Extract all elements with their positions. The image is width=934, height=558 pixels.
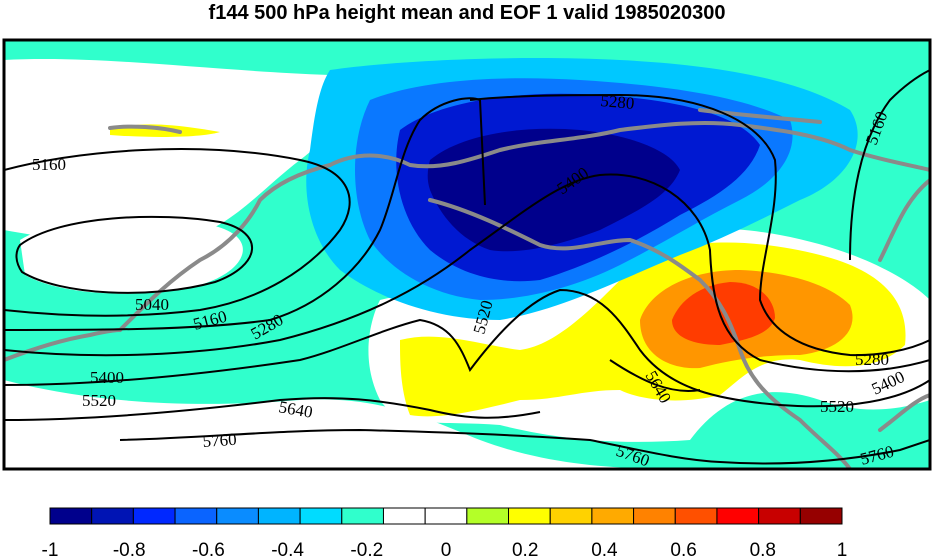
contour-5520-mid — [4, 288, 930, 408]
contour-5640-east — [609, 359, 701, 392]
colorbar-tick-label: -0.8 — [113, 540, 146, 558]
colorbar-box — [424, 507, 468, 525]
contour-label-5040: 5040 — [135, 295, 169, 314]
colorbar-box — [174, 507, 218, 525]
shade-neutral-west-box — [20, 218, 243, 294]
contour-label-5520-se: 5520 — [820, 397, 854, 416]
colorbar-box — [216, 507, 259, 525]
colorbar-box — [633, 507, 676, 525]
colorbar-tick-label: 0.2 — [512, 540, 538, 558]
map-title: f144 500 hPa height mean and EOF 1 valid… — [208, 2, 726, 24]
shade-neutral-north — [4, 58, 345, 245]
colorbar-tick-label: -1 — [42, 540, 59, 558]
contour-5040-west — [15, 215, 253, 294]
contour-5280-east — [469, 93, 930, 357]
contour-5160-west — [4, 148, 351, 317]
colorbar-tick-label: 0.8 — [750, 540, 776, 558]
colorbar-box — [591, 507, 635, 525]
colorbar-box — [758, 507, 801, 525]
coastline-nw-islands — [698, 108, 822, 124]
colorbar-box — [799, 507, 843, 525]
colorbar-box — [341, 507, 384, 525]
coastline-east — [878, 178, 930, 262]
contour-label-5520-w: 5520 — [82, 391, 116, 410]
coastline-aleutians — [428, 198, 852, 469]
colorbar-box — [257, 507, 301, 525]
contour-5640 — [4, 397, 541, 421]
colorbar-box — [91, 507, 134, 525]
shade-neutral-south — [4, 380, 700, 469]
colorbar-box — [382, 507, 426, 525]
coastline-north-island — [108, 124, 182, 134]
colorbar-box — [549, 507, 593, 525]
coastline-kamchatka — [118, 163, 332, 332]
contour-5160-east — [849, 69, 930, 261]
colorbar-box — [508, 507, 551, 525]
contour-label-5160-nw: 5160 — [32, 155, 66, 174]
colorbar-box — [674, 507, 718, 525]
colorbar-tick-label: 0.6 — [670, 540, 696, 558]
colorbar-tick-label: 1 — [837, 540, 848, 558]
colorbar-tick-label: 0 — [441, 540, 452, 558]
contour-5760 — [119, 428, 930, 465]
contour-label-5280-se: 5280 — [855, 350, 889, 369]
map-panel: 5160 5040 5160 5280 5400 5520 5640 5760 … — [2, 38, 932, 471]
colorbar-tick-label: -0.4 — [271, 540, 304, 558]
colorbar-box — [132, 507, 176, 525]
contour-5280-west — [4, 97, 486, 331]
colorbar-ticks: -1 -0.8 -0.6 -0.4 -0.2 0 0.2 0.4 0.6 0.8 1 — [42, 540, 848, 558]
colorbar-box — [299, 507, 343, 525]
coastline-se — [878, 393, 930, 432]
colorbar-boxes — [49, 507, 843, 525]
contour-label-5280-n: 5280 — [600, 91, 636, 113]
colorbar-tick-label: -0.6 — [192, 540, 225, 558]
colorbar-tick-label: 0.4 — [591, 540, 618, 558]
contour-5400-mid — [4, 173, 930, 373]
colorbar-box — [49, 507, 93, 525]
height-contours — [4, 69, 930, 465]
colorbar-box — [466, 507, 510, 525]
coastline-alaska — [328, 120, 930, 172]
contour-label-5400-w: 5400 — [90, 368, 124, 387]
colorbar-tick-label: -0.2 — [350, 540, 383, 558]
contour-label-5760-w: 5760 — [202, 430, 237, 451]
map-frame — [2, 38, 932, 471]
colorbar-box — [716, 507, 760, 525]
